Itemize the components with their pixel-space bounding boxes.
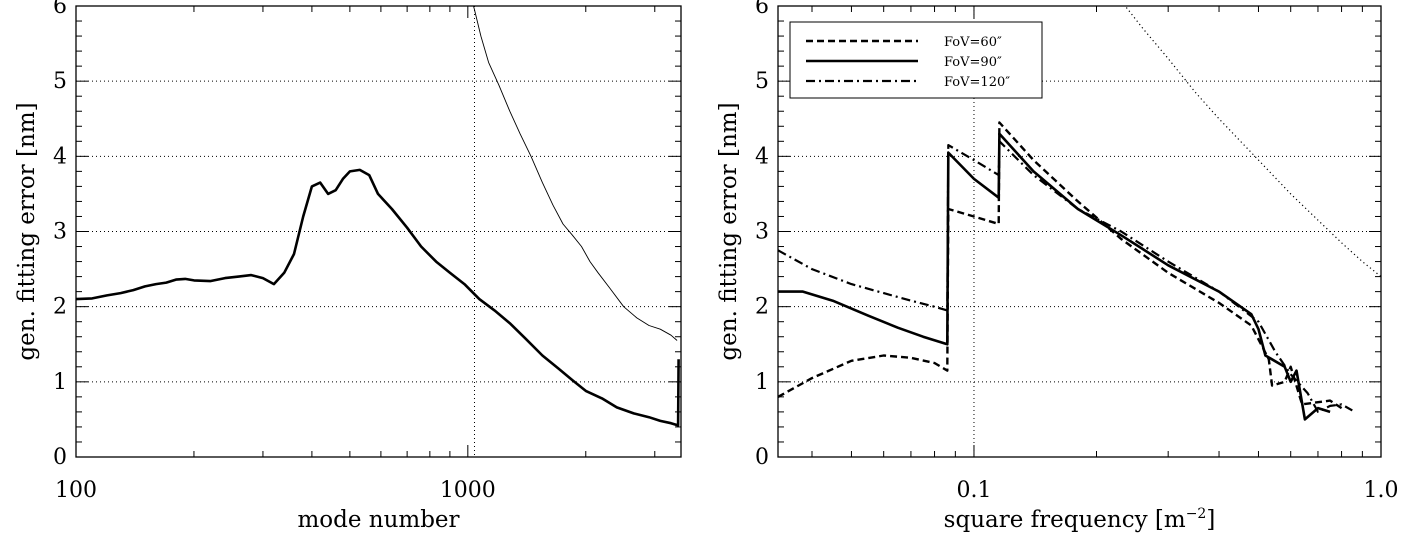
y-tick-label: 6 — [755, 0, 769, 19]
x-axis-title: mode number — [297, 507, 459, 533]
x-tick-label: 1.0 — [1364, 478, 1399, 503]
x-tick-label: 0.1 — [956, 478, 991, 503]
y-tick-label: 1 — [755, 370, 769, 395]
y-tick-label: 4 — [53, 144, 67, 169]
y-tick-label: 5 — [755, 69, 769, 94]
y-tick-label: 6 — [53, 0, 67, 19]
y-tick-label: 2 — [53, 295, 67, 320]
x-tick-label: 100 — [55, 478, 97, 503]
x-tick-label: 1000 — [440, 478, 496, 503]
series-line-thick — [76, 168, 680, 427]
y-tick-label: 3 — [53, 220, 67, 245]
y-tick-label: 5 — [53, 69, 67, 94]
plot-frame — [777, 5, 1382, 458]
legend-label: FoV=120″ — [944, 75, 1010, 90]
left-panel: 0 1 2 3 4 5 6 100 1000 mode number gen. fitting er… — [14, 0, 682, 533]
series-line-dotted — [1124, 6, 1381, 278]
y-tick-label: 3 — [755, 220, 769, 245]
plot-frame — [75, 5, 682, 458]
y-tick-label: 2 — [755, 295, 769, 320]
y-axis-title: gen. fitting error [nm] — [14, 102, 40, 360]
series-line-fov-120- — [778, 140, 1353, 413]
y-axis-title: gen. fitting error [nm] — [716, 102, 742, 360]
y-tick-label: 4 — [755, 144, 769, 169]
y-tick-label: 0 — [53, 445, 67, 470]
x-axis-title: square frequency [m−2] — [944, 506, 1216, 533]
series-line-fov-90- — [778, 132, 1331, 421]
right-panel: 0 1 2 3 4 5 6 0.1 1.0 square frequency [m−2] gen. … — [716, 0, 1399, 533]
series-line-fov-60- — [778, 121, 1343, 410]
y-tick-label: 0 — [755, 445, 769, 470]
legend-label: FoV=60″ — [944, 35, 1002, 50]
y-tick-label: 1 — [53, 370, 67, 395]
series-line-thin — [473, 6, 678, 341]
legend-label: FoV=90″ — [944, 55, 1002, 70]
